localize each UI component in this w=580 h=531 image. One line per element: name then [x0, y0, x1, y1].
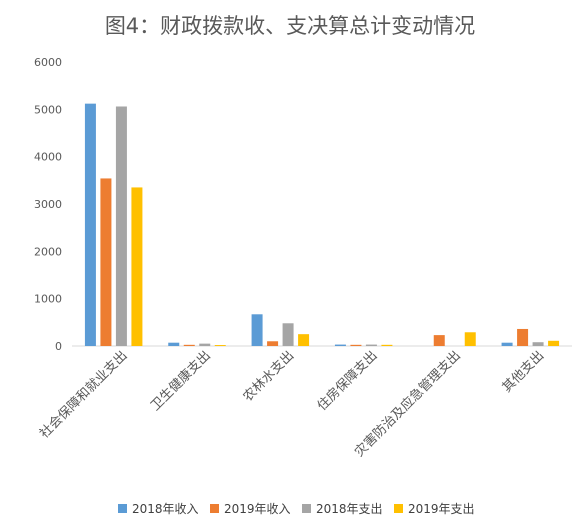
bar: [517, 328, 529, 346]
legend: 2018年收入 2019年收入 2018年支出 2019年支出: [118, 502, 475, 516]
bar: [100, 178, 112, 346]
bar: [214, 345, 226, 346]
bar: [84, 103, 96, 347]
bar: [251, 314, 263, 346]
bar: [298, 334, 310, 346]
y-tick-label: 0: [55, 340, 62, 353]
bar: [433, 335, 445, 346]
bar: [183, 344, 195, 346]
bar: [282, 323, 294, 346]
bar: [267, 341, 279, 346]
legend-label: 2019年支出: [408, 502, 475, 516]
bars: [84, 103, 560, 347]
y-tick-label: 3000: [34, 198, 62, 211]
bar: [464, 332, 476, 346]
chart-title: 图4：财政拨款收、支决算总计变动情况: [105, 14, 475, 38]
bar: [334, 344, 346, 346]
legend-swatch: [394, 504, 403, 513]
x-tick-label: 住房保障支出: [314, 348, 380, 414]
legend-swatch: [118, 504, 127, 513]
legend-label: 2018年收入: [132, 502, 199, 516]
x-tick-label: 其他支出: [500, 348, 547, 395]
bar: [548, 340, 560, 346]
y-tick-label: 1000: [34, 293, 62, 306]
bar: [131, 187, 143, 346]
bar: [350, 344, 362, 346]
y-tick-label: 6000: [34, 56, 62, 69]
legend-swatch: [302, 504, 311, 513]
x-tick-label: 卫生健康支出: [147, 348, 213, 414]
x-tick-label: 社会保障和就业支出: [36, 348, 130, 442]
legend-swatch: [210, 504, 219, 513]
y-tick-label: 2000: [34, 245, 62, 258]
bar: [115, 106, 127, 347]
bar: [365, 344, 377, 346]
y-tick-label: 5000: [34, 103, 62, 116]
x-tick-label: 农林水支出: [241, 348, 298, 405]
bar: [532, 342, 544, 346]
bar: [168, 342, 180, 346]
bar: [501, 342, 513, 346]
bar: [199, 343, 211, 346]
y-axis: 0 1000 2000 3000 4000 5000 6000: [34, 56, 62, 353]
legend-label: 2018年支出: [316, 502, 383, 516]
legend-label: 2019年收入: [224, 502, 291, 516]
bar: [381, 344, 393, 346]
y-tick-label: 4000: [34, 151, 62, 164]
